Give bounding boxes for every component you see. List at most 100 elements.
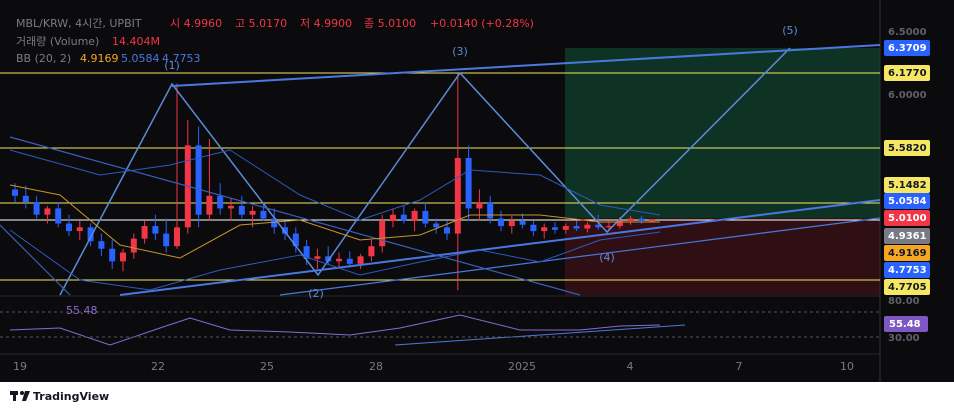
candle-body — [152, 226, 159, 234]
time-label: 10 — [840, 360, 854, 373]
candle-body — [595, 224, 602, 228]
candle-body — [249, 210, 256, 215]
price-badge-text: 4.9169 — [888, 248, 927, 259]
trend-line — [171, 44, 881, 87]
candle-body — [66, 223, 72, 232]
time-label: 7 — [736, 360, 743, 373]
candle-body — [217, 195, 224, 209]
drawings — [0, 44, 881, 346]
candle-body — [562, 226, 569, 230]
candle-body — [530, 224, 537, 232]
candle-body — [487, 202, 494, 219]
wave-path — [59, 47, 791, 296]
price-badge — [884, 279, 930, 295]
bb-upper — [9, 149, 661, 221]
ohlc-change: +0.0140 (+0.28%) — [430, 17, 534, 30]
price-badge-text: 6.3709 — [888, 43, 927, 54]
stop-zone — [565, 218, 880, 295]
trend-line — [9, 136, 581, 296]
candle-body — [76, 227, 83, 232]
candle-body — [606, 226, 612, 228]
price-badge — [884, 40, 930, 56]
trend-line — [279, 217, 881, 296]
volume-value: 14.404M — [112, 35, 160, 48]
time-label: 22 — [151, 360, 165, 373]
price-badge-text: 4.7705 — [888, 282, 927, 293]
price-badge-text: 4.9361 — [888, 231, 927, 242]
time-label: 28 — [369, 360, 383, 373]
price-badge — [884, 177, 930, 193]
price-badge-text: 5.5820 — [888, 143, 927, 154]
candle-body — [552, 227, 558, 230]
price-badge — [884, 228, 930, 244]
wave-label: (5) — [782, 24, 798, 37]
rsi-legend: 55.48 — [66, 304, 98, 317]
ohlc-close: 종 5.0100 — [364, 17, 416, 30]
rsi-line — [9, 314, 661, 346]
bb-upper-value: 5.0584 — [121, 52, 160, 65]
candle-body — [163, 233, 170, 247]
candle-body — [444, 227, 450, 234]
candle-body — [649, 219, 656, 222]
ohlc-open: 시 4.9960 — [170, 17, 222, 30]
candle-body — [238, 205, 245, 215]
candle-body — [44, 208, 51, 215]
candle-body — [282, 227, 288, 234]
candle-body — [346, 258, 353, 264]
candle-body — [120, 252, 126, 262]
bb-basis-value: 4.9169 — [80, 52, 119, 65]
volume-label: 거래량 (Volume) — [16, 35, 99, 48]
target-zone — [565, 48, 880, 218]
candle-body — [271, 218, 278, 228]
candle-body — [55, 208, 62, 224]
candle-body — [22, 195, 29, 203]
bb-label: BB (20, 2) — [16, 52, 71, 65]
price-badge-text: 4.7753 — [888, 265, 927, 276]
candle-body — [228, 205, 234, 209]
bb-lower — [9, 229, 661, 291]
candle-body — [98, 241, 105, 249]
candle-body — [314, 256, 321, 259]
candle-body — [325, 256, 332, 262]
candle-body — [411, 210, 418, 221]
candle-body — [303, 246, 310, 259]
candle-body — [174, 227, 180, 247]
candle-body — [541, 227, 548, 232]
candle-body — [33, 202, 40, 215]
footer-brand: TradingView — [33, 390, 109, 403]
candle-body — [109, 248, 116, 262]
candle-body — [454, 158, 461, 234]
candle-body — [379, 221, 386, 247]
wave-label: (3) — [452, 45, 468, 58]
wave-label: (2) — [308, 287, 324, 300]
candle-body — [627, 218, 634, 221]
candle-body — [336, 258, 342, 262]
candle-body — [368, 246, 375, 257]
candle-body — [195, 145, 202, 215]
ohlc-high: 고 5.0170 — [235, 17, 287, 30]
candle-body — [638, 218, 645, 221]
price-badge-text: 5.0584 — [888, 196, 927, 207]
candle-body — [433, 223, 440, 228]
price-axis-label: 6.0000 — [888, 90, 927, 101]
ohlc-low: 저 4.9900 — [300, 17, 352, 30]
price-badge — [884, 140, 930, 156]
price-badge-text: 6.1770 — [888, 68, 927, 79]
price-badge — [884, 193, 930, 209]
price-badge — [884, 245, 930, 261]
symbol: MBL/KRW, 4시간, UPBIT — [16, 17, 142, 30]
candle-body — [390, 214, 396, 221]
candle-body — [260, 210, 267, 219]
rsi-badge-text: 55.48 — [889, 319, 921, 330]
candle-body — [616, 221, 623, 227]
candle-body — [498, 218, 504, 227]
time-label: 19 — [13, 360, 27, 373]
candle-body — [465, 158, 472, 209]
price-badge — [884, 65, 930, 81]
candle-body — [87, 227, 94, 242]
candle-body — [130, 238, 137, 253]
candle-body — [292, 233, 299, 247]
rsi-axis-label: 30.00 — [888, 333, 920, 344]
candle-body — [519, 221, 526, 225]
